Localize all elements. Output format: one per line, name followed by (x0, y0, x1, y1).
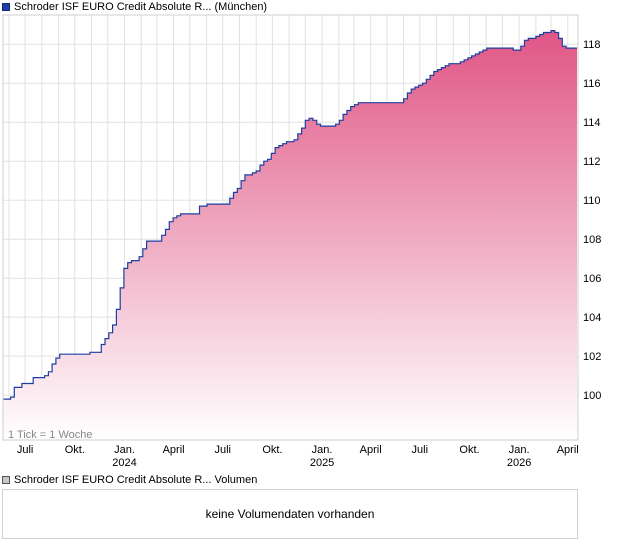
x-tick-label: April (557, 444, 579, 456)
y-tick-label: 116 (583, 78, 601, 90)
x-tick-label: Jan. (114, 444, 135, 456)
volume-swatch (2, 476, 10, 484)
x-tick-label: Juli (412, 444, 429, 456)
series-line (3, 30, 577, 400)
series-swatch (2, 3, 10, 11)
volume-empty-message: keine Volumendaten vorhanden (205, 507, 375, 521)
volume-title: Schroder ISF EURO Credit Absolute R... V… (14, 474, 258, 486)
y-tick-label: 106 (583, 273, 601, 285)
x-tick-label: Juli (214, 444, 231, 456)
x-tick-label: Okt. (262, 444, 282, 456)
plot-frame (2, 14, 579, 441)
chart-title: Schroder ISF EURO Credit Absolute R... (… (14, 1, 268, 13)
series-area (3, 30, 577, 440)
volume-legend: Schroder ISF EURO Credit Absolute R... V… (2, 473, 257, 487)
chart-legend: Schroder ISF EURO Credit Absolute R... (… (2, 0, 267, 14)
y-tick-label: 114 (583, 117, 601, 129)
x-tick-label: Jan. (312, 444, 333, 456)
y-tick-label: 108 (583, 234, 601, 246)
x-tick-label: April (360, 444, 382, 456)
price-chart: Ariva100102104106108110112114116118JuliO… (2, 14, 601, 469)
x-tick-label: Jan. (509, 444, 530, 456)
volume-panel: keine Volumendaten vorhanden (2, 489, 578, 539)
x-tick-label: Juli (17, 444, 34, 456)
y-tick-label: 102 (583, 351, 601, 363)
x-year-label: 2024 (112, 457, 136, 469)
y-tick-label: 110 (583, 195, 601, 207)
x-year-label: 2025 (310, 457, 334, 469)
x-tick-label: April (163, 444, 185, 456)
y-tick-label: 118 (583, 39, 601, 51)
y-tick-label: 104 (583, 312, 601, 324)
x-year-label: 2026 (507, 457, 531, 469)
x-tick-label: Okt. (459, 444, 479, 456)
y-tick-label: 100 (583, 390, 601, 402)
tick-note: 1 Tick = 1 Woche (8, 429, 92, 441)
x-tick-label: Okt. (65, 444, 85, 456)
y-tick-label: 112 (583, 156, 601, 168)
